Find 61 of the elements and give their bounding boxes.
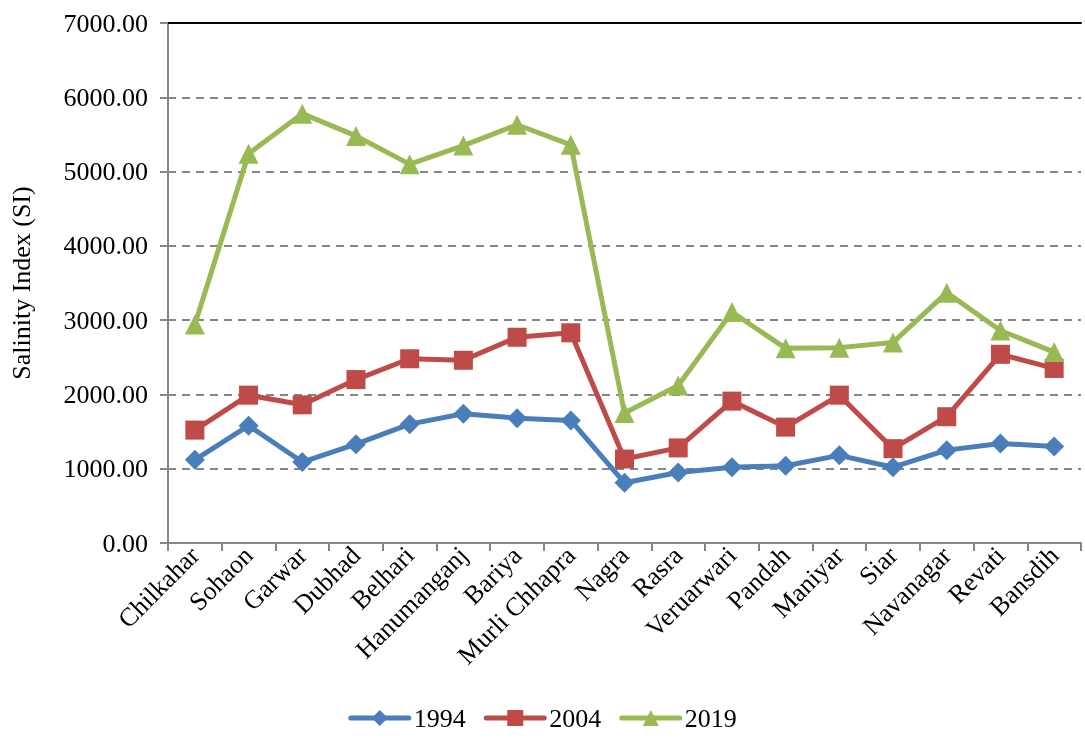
point <box>346 370 366 390</box>
y-tick-label: 2000.00 <box>63 379 148 409</box>
point <box>775 455 796 476</box>
point <box>399 154 420 175</box>
point <box>990 320 1011 341</box>
y-tick-label: 4000.00 <box>63 231 148 261</box>
y-tick-label: 6000.00 <box>63 82 148 112</box>
point <box>936 282 957 303</box>
point <box>990 433 1011 454</box>
point <box>883 439 903 459</box>
point <box>721 457 742 478</box>
point <box>776 417 796 437</box>
point <box>238 415 259 436</box>
y-tick-label: 3000.00 <box>63 305 148 335</box>
point <box>721 301 742 322</box>
point <box>829 385 849 405</box>
point <box>883 332 904 353</box>
point <box>453 403 474 424</box>
point <box>292 395 312 415</box>
point <box>185 420 205 440</box>
point <box>615 449 634 469</box>
point <box>239 385 259 405</box>
point <box>614 472 635 493</box>
point <box>775 338 796 359</box>
point <box>184 449 205 470</box>
point <box>345 434 366 455</box>
point <box>400 349 420 369</box>
point <box>399 414 420 435</box>
point <box>1044 342 1065 363</box>
point <box>829 445 850 466</box>
point <box>560 410 581 431</box>
point <box>238 143 259 164</box>
point <box>936 440 957 461</box>
y-tick-label: 1000.00 <box>63 454 148 484</box>
point <box>507 408 528 429</box>
point <box>1044 436 1065 457</box>
point <box>883 457 904 478</box>
point <box>668 375 689 396</box>
point <box>614 403 635 423</box>
point <box>937 407 957 427</box>
point <box>560 134 581 155</box>
point <box>990 344 1010 364</box>
point <box>668 438 688 458</box>
point <box>184 314 205 335</box>
point <box>345 125 366 146</box>
point <box>453 135 474 156</box>
point <box>292 452 313 473</box>
y-axis-title: Salinity Index (SI) <box>6 186 36 380</box>
point <box>829 337 850 358</box>
point <box>453 350 473 370</box>
legend-label: 2019 <box>684 703 737 733</box>
y-tick-label: 7000.00 <box>63 8 148 38</box>
legend-label: 1994 <box>413 703 466 733</box>
point <box>507 114 528 135</box>
point <box>722 391 742 411</box>
legend-label: 2004 <box>549 703 602 733</box>
y-tick-label: 5000.00 <box>63 157 148 187</box>
point <box>668 462 689 483</box>
point <box>561 323 581 343</box>
point <box>507 327 527 347</box>
point <box>292 103 313 124</box>
